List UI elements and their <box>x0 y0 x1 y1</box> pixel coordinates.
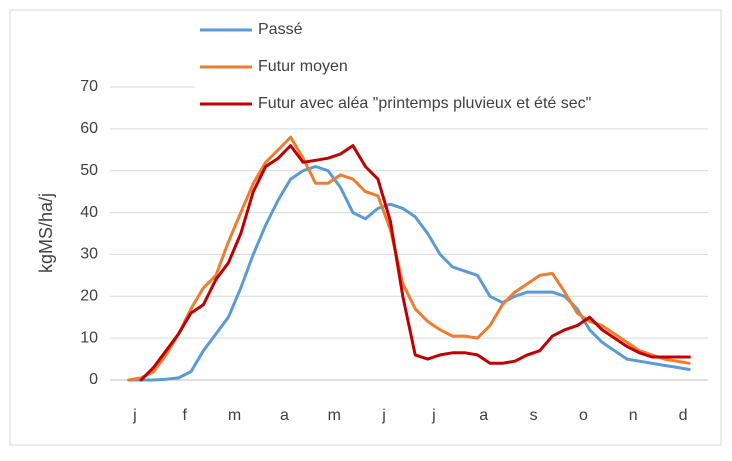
legend-label: Passé <box>258 21 303 38</box>
y-tick-label: 20 <box>80 288 98 305</box>
legend-label: Futur moyen <box>258 58 348 75</box>
x-tick-label: j <box>381 407 386 424</box>
y-tick-label: 0 <box>89 371 98 388</box>
x-tick-label: j <box>132 407 137 424</box>
y-tick-label: 70 <box>80 78 98 95</box>
x-tick-label: o <box>579 407 588 424</box>
y-tick-label: 50 <box>80 162 98 179</box>
y-tick-label: 40 <box>80 204 98 221</box>
legend-label: Futur avec aléa "printemps pluvieux et é… <box>258 95 591 112</box>
x-tick-label: a <box>280 407 289 424</box>
x-tick-label: d <box>679 407 688 424</box>
y-tick-label: 10 <box>80 329 98 346</box>
y-axis-title: kgMS/ha/j <box>36 193 56 273</box>
series-line <box>139 144 691 382</box>
x-tick-label: f <box>183 407 188 424</box>
x-tick-label: s <box>530 407 538 424</box>
legend-background <box>195 14 720 120</box>
series-line <box>127 165 691 382</box>
y-tick-label: 30 <box>80 246 98 263</box>
x-tick-label: a <box>479 407 488 424</box>
x-tick-label: m <box>328 407 341 424</box>
y-tick-label: 60 <box>80 120 98 137</box>
x-tick-label: m <box>228 407 241 424</box>
x-tick-label: j <box>431 407 436 424</box>
x-tick-label: n <box>629 407 638 424</box>
